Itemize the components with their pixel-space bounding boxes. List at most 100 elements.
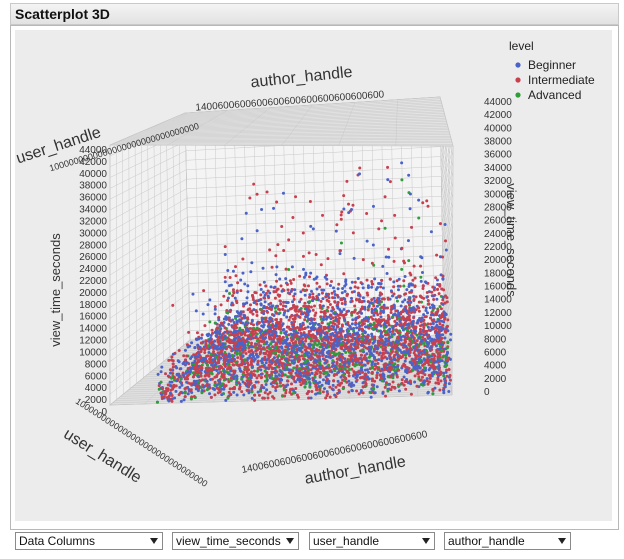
right-vertical-ticks: 0200040006000800010000120001400016000180… (484, 97, 512, 398)
data-point-intermediate (274, 327, 278, 331)
data-point-intermediate (319, 327, 323, 331)
data-point-intermediate (210, 328, 214, 332)
data-point-advanced (254, 346, 258, 350)
data-point-intermediate (234, 299, 238, 303)
data-point-beginner (272, 206, 276, 210)
data-point-intermediate (445, 368, 449, 372)
data-point-intermediate (340, 360, 344, 364)
data-point-advanced (372, 321, 376, 325)
data-point-beginner (371, 341, 375, 345)
data-point-intermediate (346, 335, 350, 339)
data-point-intermediate (444, 330, 448, 334)
data-point-beginner (254, 380, 258, 384)
data-point-intermediate (429, 316, 433, 320)
data-point-intermediate (384, 362, 388, 366)
data-point-beginner (265, 388, 269, 392)
data-point-beginner (248, 345, 252, 349)
data-point-intermediate (268, 390, 272, 394)
data-point-beginner (447, 382, 451, 386)
data-point-intermediate (280, 225, 284, 229)
data-point-beginner (179, 399, 183, 403)
data-point-beginner (407, 173, 411, 177)
data-point-intermediate (299, 297, 303, 301)
data-point-intermediate (228, 310, 232, 314)
data-point-intermediate (227, 366, 231, 370)
data-point-intermediate (213, 393, 217, 397)
data-point-beginner (320, 349, 324, 353)
data-point-beginner (319, 332, 323, 336)
data-point-intermediate (266, 396, 270, 400)
data-point-intermediate (215, 326, 219, 330)
data-point-advanced (239, 329, 243, 333)
data-point-advanced (270, 376, 274, 380)
data-point-intermediate (336, 303, 340, 307)
data-point-beginner (274, 374, 278, 378)
data-point-advanced (226, 396, 230, 400)
data-point-beginner (381, 264, 385, 268)
data-point-intermediate (293, 320, 297, 324)
data-point-advanced (392, 368, 396, 372)
data-point-beginner (409, 282, 413, 286)
data-point-advanced (417, 361, 421, 365)
data-point-intermediate (271, 345, 275, 349)
data-point-intermediate (288, 307, 292, 311)
data-point-intermediate (249, 341, 253, 345)
data-point-beginner (400, 161, 404, 165)
data-point-beginner (349, 286, 353, 290)
data-point-intermediate (438, 282, 442, 286)
data-point-intermediate (222, 294, 226, 298)
data-point-intermediate (187, 330, 191, 334)
data-point-beginner (350, 280, 354, 284)
data-point-intermediate (207, 373, 211, 377)
data-point-intermediate (337, 282, 341, 286)
horizontal-axis-select[interactable]: author_handle (444, 532, 571, 550)
data-columns-select[interactable]: Data Columns (15, 532, 163, 550)
data-point-beginner (434, 370, 438, 374)
data-point-intermediate (200, 333, 204, 337)
data-point-beginner (275, 359, 279, 363)
data-point-beginner (342, 349, 346, 353)
data-point-intermediate (303, 318, 307, 322)
data-point-beginner (220, 352, 224, 356)
data-point-beginner (262, 306, 266, 310)
data-point-beginner (186, 392, 190, 396)
data-point-intermediate (420, 375, 424, 379)
data-point-intermediate (237, 338, 241, 342)
data-point-beginner (422, 379, 426, 383)
data-point-beginner (309, 396, 313, 400)
data-point-advanced (297, 367, 301, 371)
vertical-axis-select[interactable]: view_time_seconds (172, 532, 299, 550)
data-point-beginner (262, 330, 266, 334)
plot-area[interactable]: 0 2000 4000 6000 8000 10000 12000 14000 16000 180… (14, 30, 612, 521)
data-point-intermediate (216, 358, 220, 362)
data-point-advanced (259, 389, 263, 393)
data-point-beginner (411, 335, 415, 339)
data-point-intermediate (366, 308, 370, 312)
data-point-beginner (441, 342, 445, 346)
data-point-intermediate (328, 313, 332, 317)
data-point-intermediate (353, 309, 357, 313)
depth-axis-select-value: user_handle (313, 534, 380, 548)
data-point-beginner (434, 320, 438, 324)
data-point-intermediate (228, 339, 232, 343)
data-point-intermediate (446, 318, 450, 322)
data-point-intermediate (164, 372, 168, 376)
data-point-beginner (156, 372, 160, 376)
data-point-beginner (259, 303, 263, 307)
data-point-intermediate (314, 371, 318, 375)
data-point-intermediate (258, 365, 262, 369)
data-point-beginner (350, 208, 354, 212)
data-point-intermediate (166, 389, 170, 393)
data-point-advanced (267, 347, 271, 351)
data-point-intermediate (283, 348, 287, 352)
data-point-beginner (432, 294, 436, 298)
data-point-beginner (383, 322, 387, 326)
data-point-advanced (285, 366, 289, 370)
scatterplot-3d[interactable]: 0200040006000800010000120001400016000180… (14, 30, 612, 521)
depth-axis-select[interactable]: user_handle (309, 532, 435, 550)
data-point-intermediate (291, 369, 295, 373)
data-point-intermediate (437, 352, 441, 356)
data-points (155, 161, 453, 404)
data-point-intermediate (296, 395, 300, 399)
data-point-intermediate (432, 297, 436, 301)
